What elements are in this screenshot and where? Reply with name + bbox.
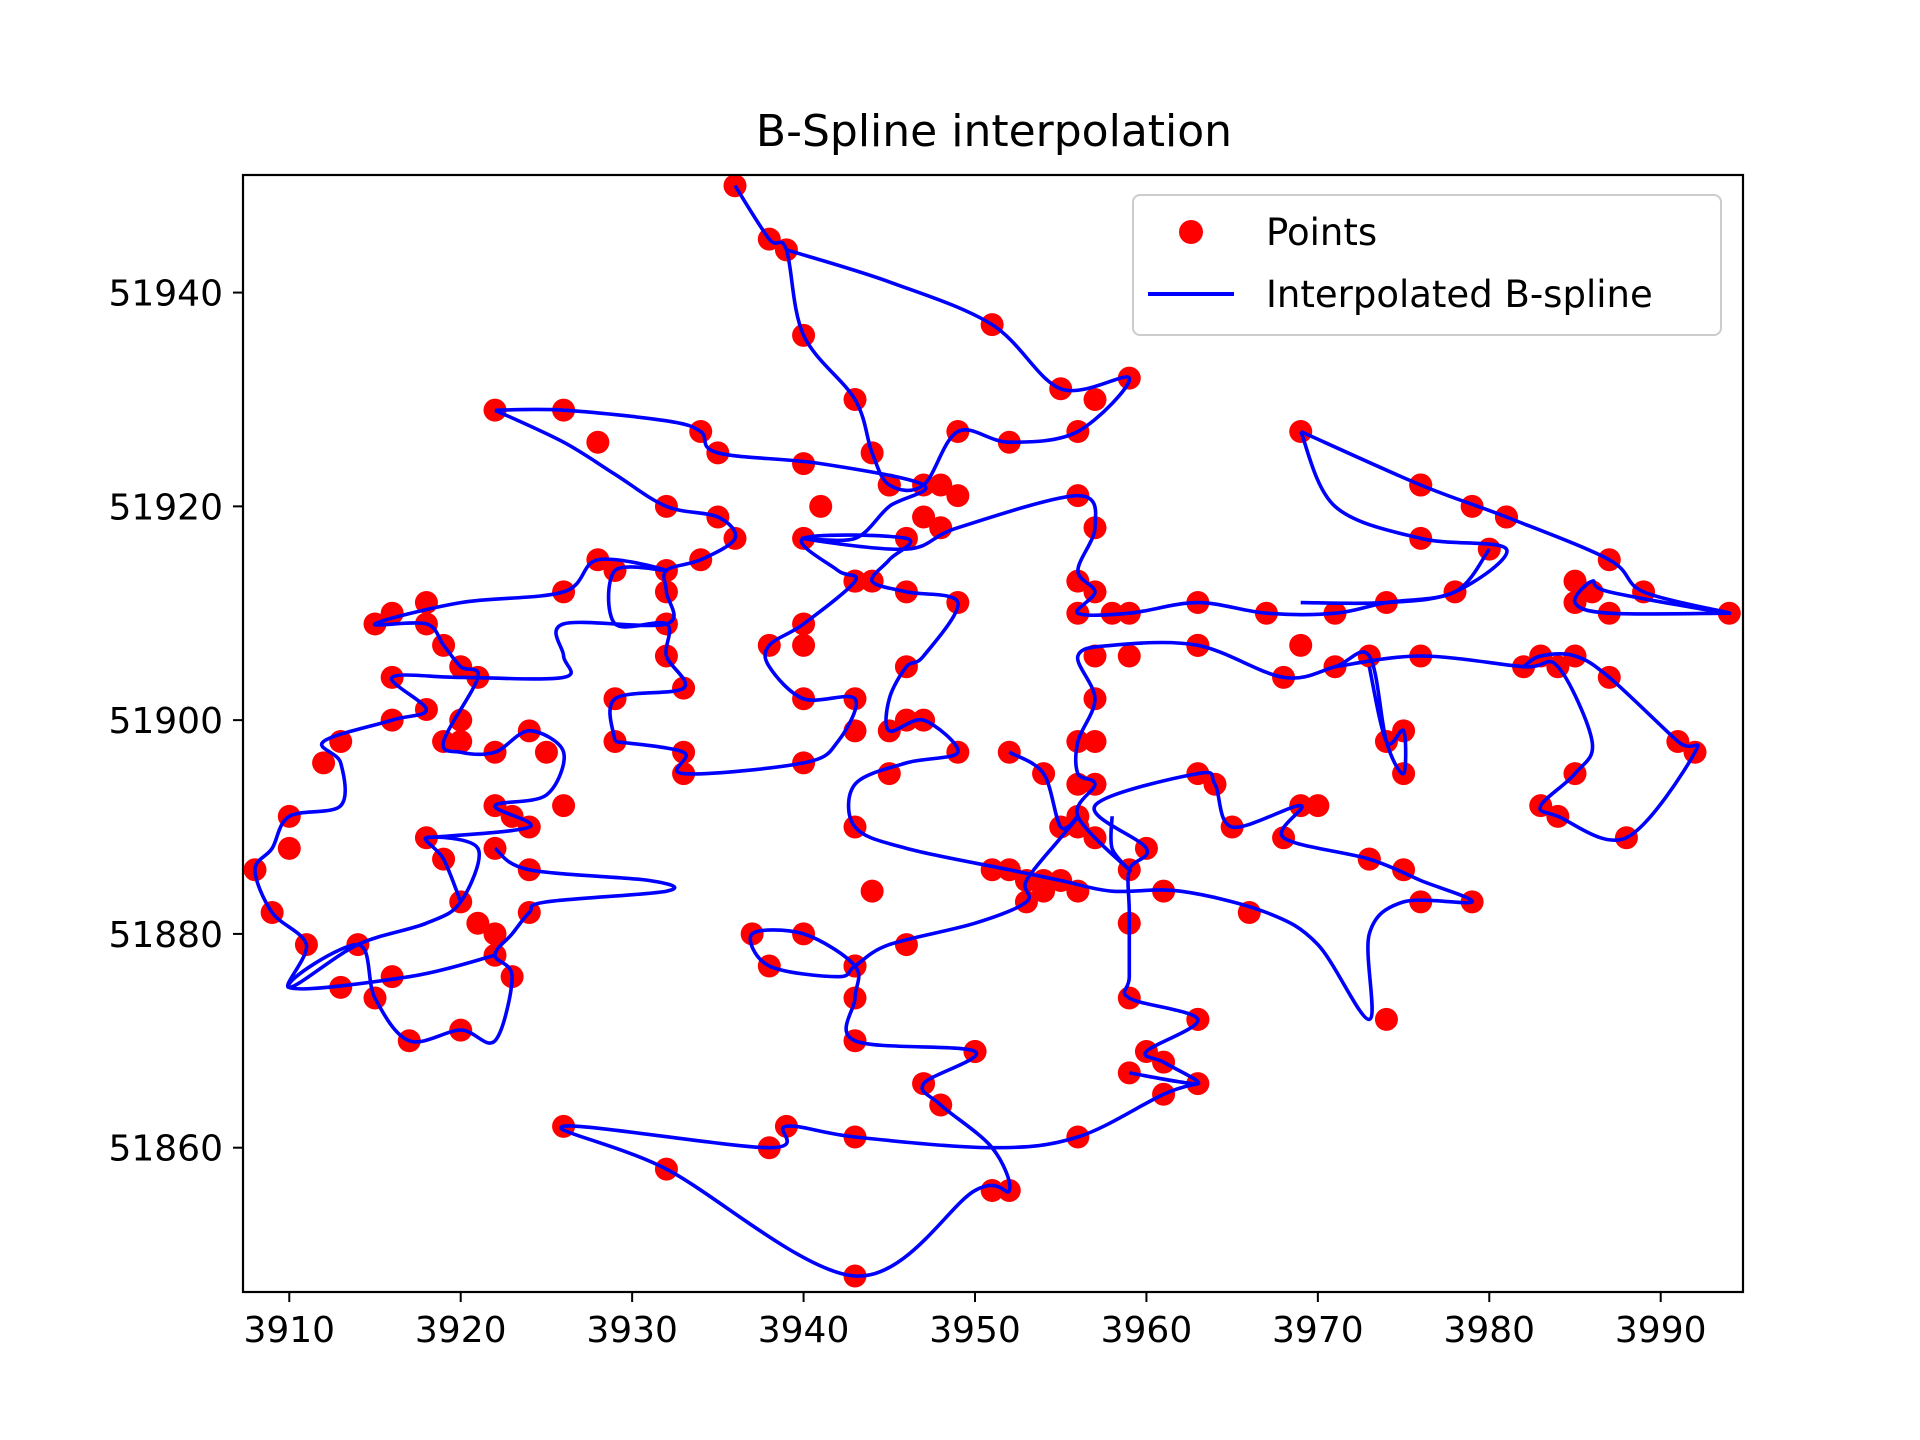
data-point [1083, 387, 1107, 411]
data-point [1374, 1007, 1398, 1031]
spline-segment [1299, 430, 1509, 606]
spline-segment [1334, 652, 1700, 842]
x-tick-label: 3990 [1615, 1310, 1707, 1351]
y-tick-label: 51860 [108, 1129, 223, 1170]
data-point [1083, 644, 1107, 668]
data-point [860, 879, 884, 903]
data-point [534, 740, 558, 764]
data-point [1306, 794, 1330, 818]
data-point [929, 473, 953, 497]
x-tick-label: 3960 [1101, 1310, 1193, 1351]
axes-frame [241, 173, 1745, 1294]
x-tick-label: 3980 [1443, 1310, 1535, 1351]
spline-segment [559, 750, 1199, 1278]
data-point [277, 836, 301, 860]
data-point [466, 911, 490, 935]
y-tick-label: 51920 [108, 487, 223, 528]
legend-points-label: Points [1266, 211, 1377, 254]
data-point [1032, 879, 1056, 903]
data-point [586, 430, 610, 454]
legend: Points Interpolated B-spline [1132, 194, 1722, 336]
data-point [912, 505, 936, 529]
spline-segment [373, 557, 688, 840]
x-axis: 3910 3920 3930 3940 3950 3960 3970 3980 3990 [243, 1292, 1707, 1351]
plot-area [243, 175, 1741, 1288]
spline-segment [733, 184, 1132, 493]
x-tick-label: 3940 [758, 1310, 850, 1351]
data-point [723, 175, 747, 198]
chart-title: B-Spline interpolation [756, 106, 1232, 157]
data-point [312, 751, 336, 775]
legend-box [1132, 194, 1722, 336]
data-point [1117, 644, 1141, 668]
y-tick-label: 51900 [108, 701, 223, 742]
data-point [946, 484, 970, 508]
x-tick-label: 3950 [929, 1310, 1021, 1351]
data-point [552, 794, 576, 818]
data-point [380, 965, 404, 989]
x-tick-label: 3930 [586, 1310, 678, 1351]
spline-segment [253, 408, 738, 990]
legend-spline-label: Interpolated B-spline [1266, 273, 1653, 316]
data-point [792, 452, 816, 476]
data-point [483, 922, 507, 946]
data-point [792, 633, 816, 657]
spline-segment [614, 533, 1474, 1086]
data-point [1289, 633, 1313, 657]
data-point [449, 708, 473, 732]
data-point [449, 730, 473, 754]
y-tick-label: 51880 [108, 915, 223, 956]
data-point [809, 494, 833, 518]
data-point [1563, 569, 1587, 593]
data-point [1066, 569, 1090, 593]
data-point [997, 740, 1021, 764]
x-tick-label: 3910 [243, 1310, 335, 1351]
spline-segment [494, 407, 1491, 618]
x-tick-label: 3970 [1272, 1310, 1364, 1351]
y-axis: 51860 51880 51900 51920 51940 [108, 274, 243, 1170]
spline-segment [1299, 429, 1732, 616]
data-point [1083, 730, 1107, 754]
spline-segment [286, 846, 677, 1045]
data-point [1117, 1061, 1141, 1085]
y-tick-label: 51940 [108, 274, 223, 315]
legend-points-marker [1179, 220, 1203, 244]
x-tick-label: 3920 [415, 1310, 507, 1351]
